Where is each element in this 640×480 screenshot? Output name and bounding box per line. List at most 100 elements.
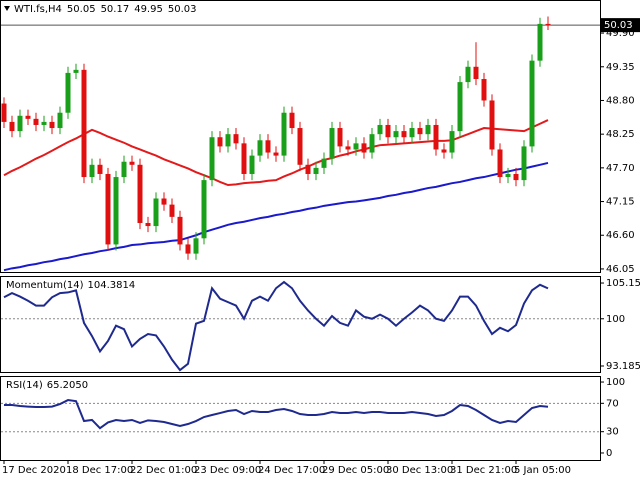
y-tick-label: 48.80 xyxy=(606,95,635,106)
candle-body xyxy=(401,131,407,138)
candle-body xyxy=(193,238,199,254)
y-tick-label: 47.15 xyxy=(606,197,635,208)
candle-body xyxy=(73,69,79,73)
candle-body xyxy=(57,112,63,129)
candle-body xyxy=(121,161,127,178)
y-tick-label: 46.05 xyxy=(606,264,635,275)
candle-body xyxy=(289,112,295,129)
candle-body xyxy=(33,118,39,125)
y-tick-label: 100 xyxy=(606,377,625,388)
candle-body xyxy=(217,137,223,147)
candle-body xyxy=(433,124,439,150)
indicator-header: Momentum(14) 104.3814 xyxy=(6,280,135,291)
indicator-line xyxy=(4,399,549,430)
candle-body xyxy=(313,167,319,174)
candle-body xyxy=(241,143,247,174)
candle-body xyxy=(409,128,415,138)
candle-body xyxy=(329,128,335,159)
y-tick-label: 0 xyxy=(606,448,612,459)
candle-body xyxy=(481,79,487,101)
candle-body xyxy=(369,134,375,153)
candle-body xyxy=(473,66,479,80)
x-tick-label: 23 Dec 09:00 xyxy=(194,465,261,476)
indicator-header: RSI(14) 65.2050 xyxy=(6,380,88,391)
candle-body xyxy=(337,128,343,147)
candle-body xyxy=(529,60,535,147)
candle-body xyxy=(281,112,287,156)
candle-body xyxy=(65,72,71,113)
candle-body xyxy=(49,121,55,129)
candle-body xyxy=(385,124,391,138)
candle-body xyxy=(161,198,167,205)
candle-body xyxy=(201,180,207,239)
y-tick-label: 70 xyxy=(606,398,619,409)
candle-body xyxy=(513,173,519,181)
y-tick-label: 100 xyxy=(606,314,625,325)
candle-body xyxy=(145,222,151,227)
pane-border xyxy=(0,276,601,373)
candle-body xyxy=(297,128,303,165)
candle-body xyxy=(177,216,183,245)
ohlc-value: 50.17 xyxy=(101,4,130,15)
candle-body xyxy=(9,121,15,132)
candle-body xyxy=(305,164,311,174)
x-tick-label: 18 Dec 17:00 xyxy=(66,465,133,476)
candle-body xyxy=(249,155,255,174)
candle-body xyxy=(393,131,399,138)
moving-average xyxy=(3,119,549,187)
candle-body xyxy=(129,161,135,165)
candle-body xyxy=(97,164,103,174)
x-tick-label: 5 Jan 05:00 xyxy=(514,465,571,476)
indicator-value: 104.3814 xyxy=(88,280,136,291)
candle-body xyxy=(465,66,471,83)
y-tick-label: 46.60 xyxy=(606,230,635,241)
candle-body xyxy=(89,164,95,178)
candle-body xyxy=(425,124,431,135)
x-tick-label: 22 Dec 01:00 xyxy=(130,465,197,476)
candle-body xyxy=(521,146,527,181)
candle-body xyxy=(137,164,143,223)
y-tick-label: 105.1555 xyxy=(606,278,640,289)
candle-body xyxy=(545,23,551,26)
candle-body xyxy=(377,124,383,135)
candle-body xyxy=(353,143,359,150)
candle-body xyxy=(457,82,463,132)
pane-border xyxy=(0,376,601,461)
candle-body xyxy=(233,134,239,144)
indicator-name: Momentum(14) xyxy=(6,280,84,291)
candle-body xyxy=(185,244,191,254)
candle-body xyxy=(345,146,351,150)
candle-body xyxy=(321,158,327,168)
candle-body xyxy=(41,121,47,125)
y-tick-label: 49.35 xyxy=(606,62,635,73)
x-tick-label: 31 Dec 21:00 xyxy=(450,465,517,476)
candle-body xyxy=(257,140,263,156)
y-tick-label: 48.25 xyxy=(606,129,635,140)
candle-body xyxy=(449,131,455,153)
candle-body xyxy=(25,115,31,119)
indicator-name: RSI(14) xyxy=(6,380,43,391)
candle-body xyxy=(441,149,447,153)
chart-header: WTI.fs,H4 50.05 50.17 49.95 50.03 xyxy=(14,4,196,15)
candle-body xyxy=(497,149,503,178)
candle-body xyxy=(265,140,271,153)
indicator-value: 65.2050 xyxy=(47,380,88,391)
ohlc-value: 49.95 xyxy=(134,4,163,15)
last-price-box xyxy=(600,18,640,33)
x-tick-label: 30 Dec 13:00 xyxy=(386,465,453,476)
pane-border xyxy=(0,0,601,273)
collapse-icon xyxy=(4,6,10,11)
ohlc-value: 50.03 xyxy=(168,4,197,15)
candle-body xyxy=(153,198,159,227)
candle-body xyxy=(361,143,367,153)
candle-body xyxy=(505,173,511,178)
candle-body xyxy=(105,173,111,245)
candle-body xyxy=(225,134,231,147)
y-tick-label: 93.1856 xyxy=(606,361,640,372)
y-tick-label: 47.70 xyxy=(606,163,635,174)
indicator-line xyxy=(3,280,549,372)
candle-body xyxy=(209,137,215,181)
y-tick-label: 49.90 xyxy=(606,28,635,39)
